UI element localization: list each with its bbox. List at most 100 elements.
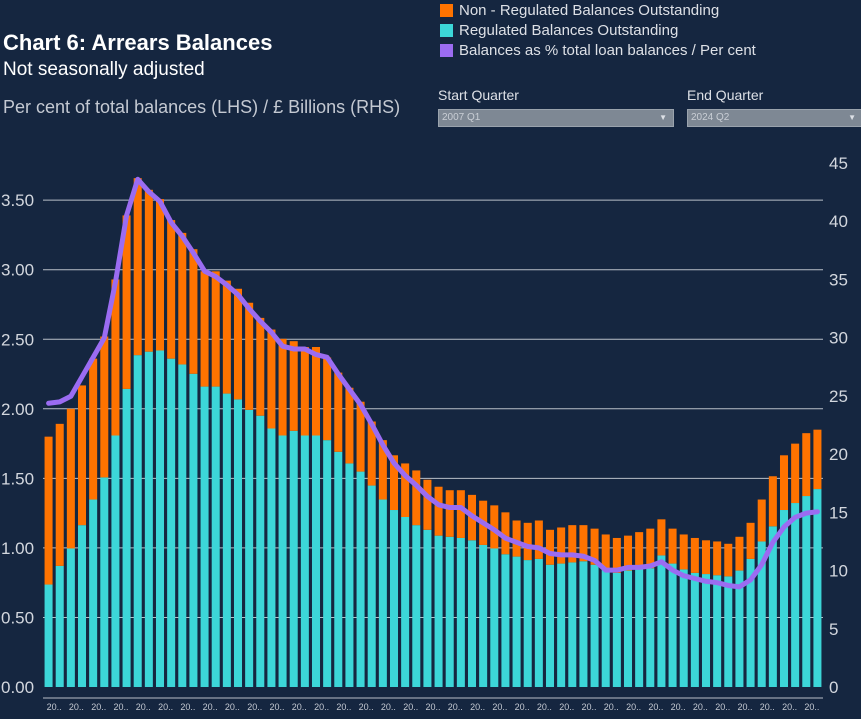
right-tick-label: 20 [829,445,848,464]
bar-regulated [189,373,198,687]
left-tick-label: 3.50 [1,191,34,210]
x-tick-label: 20.. [359,702,374,712]
bar-non-regulated [579,525,588,562]
bar-regulated [100,477,109,687]
bar-non-regulated [267,329,276,429]
right-tick-label: 45 [829,154,848,173]
x-tick-label: 20.. [203,702,218,712]
x-tick-label: 20.. [225,702,240,712]
bar-non-regulated [222,280,231,394]
bar-non-regulated [278,338,287,436]
right-tick-label: 0 [829,678,838,697]
x-tick-label: 20.. [113,702,128,712]
bar-non-regulated [434,486,443,536]
bar-non-regulated [122,215,131,389]
bar-non-regulated [100,336,109,478]
bar-non-regulated [334,372,343,452]
bar-non-regulated [612,537,621,573]
bar-non-regulated [791,443,800,504]
bar-regulated [267,428,276,687]
bar-non-regulated [568,525,577,563]
bar-regulated [367,485,376,687]
bar-regulated [278,435,287,687]
bar-non-regulated [323,357,332,441]
bar-non-regulated [545,529,555,565]
bar-non-regulated [289,341,298,431]
legend-item-regulated[interactable]: Regulated Balances Outstanding [440,20,756,40]
bar-regulated [233,399,243,687]
x-tick-label: 20.. [492,702,507,712]
bar-regulated [679,569,688,687]
bar-non-regulated [155,199,165,351]
bar-regulated [601,569,610,687]
x-tick-label: 20.. [604,702,619,712]
end-quarter-value: 2024 Q2 [691,112,730,123]
bar-non-regulated [233,288,243,400]
end-quarter-label: End Quarter [687,87,764,103]
legend-label: Non - Regulated Balances Outstanding [459,1,720,19]
bar-regulated [690,572,699,687]
bar-regulated [66,548,75,687]
bar-regulated [55,565,64,687]
x-tick-label: 20.. [314,702,329,712]
bar-non-regulated [256,317,265,416]
legend-item-percent[interactable]: Balances as % total loan balances / Per … [440,40,756,60]
bar-regulated [445,536,454,687]
bar-regulated [791,503,800,687]
bar-non-regulated [512,520,521,557]
chart-title: Chart 6: Arrears Balances [3,30,273,55]
legend-label: Balances as % total loan balances / Per … [459,41,756,59]
x-tick-label: 20.. [782,702,797,712]
start-quarter-select[interactable]: 2007 Q1 ▼ [438,109,674,127]
end-quarter-select[interactable]: 2024 Q2 ▼ [687,109,861,127]
bar-regulated [735,570,744,687]
bar-non-regulated [757,499,766,542]
bar-regulated [557,563,566,687]
bar-regulated [746,558,755,687]
legend-item-non-regulated[interactable]: Non - Regulated Balances Outstanding [440,0,756,20]
start-quarter-filter: Start Quarter 2007 Q1 ▼ [438,87,674,127]
bar-non-regulated [701,540,711,575]
chart-subtitle: Not seasonally adjusted [3,59,205,80]
bar-non-regulated [245,302,254,410]
bar-regulated [768,526,777,687]
bar-non-regulated [211,271,220,387]
x-tick-label: 20.. [537,702,552,712]
bar-regulated [111,435,120,687]
bar-non-regulated [713,541,722,576]
percent-series-line [46,176,820,590]
x-tick-label: 20.. [470,702,485,712]
right-tick-label: 35 [829,270,848,289]
bar-non-regulated [456,490,465,538]
bar-regulated [200,386,209,687]
bar-non-regulated [412,470,421,526]
bar-non-regulated [167,220,176,359]
bar-non-regulated [401,463,410,517]
bar-non-regulated [679,534,688,570]
bar-non-regulated [623,535,633,571]
x-tick-label: 20.. [581,702,596,712]
bar-non-regulated [423,479,432,530]
bar-regulated [256,415,265,687]
bar-regulated [668,563,677,687]
x-tick-label: 20.. [292,702,307,712]
x-tick-label: 20.. [158,702,173,712]
bar-regulated [568,562,577,687]
x-tick-label: 20.. [515,702,530,712]
bar-regulated [245,409,254,687]
x-tick-label: 20.. [559,702,574,712]
bar-non-regulated [445,490,454,537]
bar-non-regulated [111,279,120,436]
bar-non-regulated [89,358,98,500]
left-tick-label: 0.00 [1,678,34,697]
legend: Non - Regulated Balances Outstanding Reg… [440,0,756,60]
bar-non-regulated [311,346,321,436]
bar-regulated [300,435,309,687]
bar-regulated [512,556,521,687]
x-tick-label: 20.. [626,702,641,712]
bar-regulated [222,393,231,687]
bar-non-regulated [646,528,655,569]
bar-regulated [167,358,176,687]
bar-non-regulated [779,455,789,511]
left-axis: 0.00 0.50 1.00 1.50 2.00 2.50 3.00 3.50 [1,191,34,697]
